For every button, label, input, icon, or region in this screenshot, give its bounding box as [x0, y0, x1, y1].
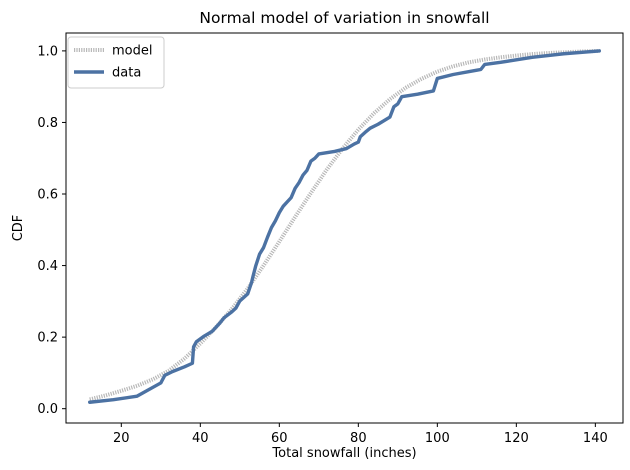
x-tick-label: 120 — [504, 431, 529, 446]
legend-label-data: data — [112, 66, 141, 81]
x-tick-label: 140 — [583, 431, 608, 446]
x-axis: 20 40 60 80 100 120 140 — [113, 423, 608, 446]
series-layer — [87, 48, 601, 404]
x-tick-label: 20 — [113, 431, 130, 446]
x-tick-label: 40 — [192, 431, 209, 446]
y-tick-label: 1.0 — [37, 44, 58, 59]
y-tick-label: 0.8 — [37, 116, 58, 131]
x-axis-title: Total snowfall (inches) — [271, 446, 416, 461]
y-tick-label: 0.4 — [37, 259, 58, 274]
y-axis: 0.0 0.2 0.4 0.6 0.8 1.0 — [37, 44, 66, 417]
chart-title: Normal model of variation in snowfall — [199, 9, 489, 27]
y-tick-label: 0.2 — [37, 331, 58, 346]
series-data-line — [87, 49, 601, 404]
x-tick-label: 60 — [271, 431, 288, 446]
y-axis-title: CDF — [11, 215, 26, 242]
series-model-line — [89, 48, 600, 402]
y-tick-label: 0.0 — [37, 402, 58, 417]
legend: model data — [67, 36, 165, 89]
plot-frame — [65, 32, 624, 424]
x-tick-label: 80 — [350, 431, 367, 446]
legend-label-model: model — [112, 44, 152, 59]
x-tick-label: 100 — [425, 431, 450, 446]
y-tick-label: 0.6 — [37, 188, 58, 203]
